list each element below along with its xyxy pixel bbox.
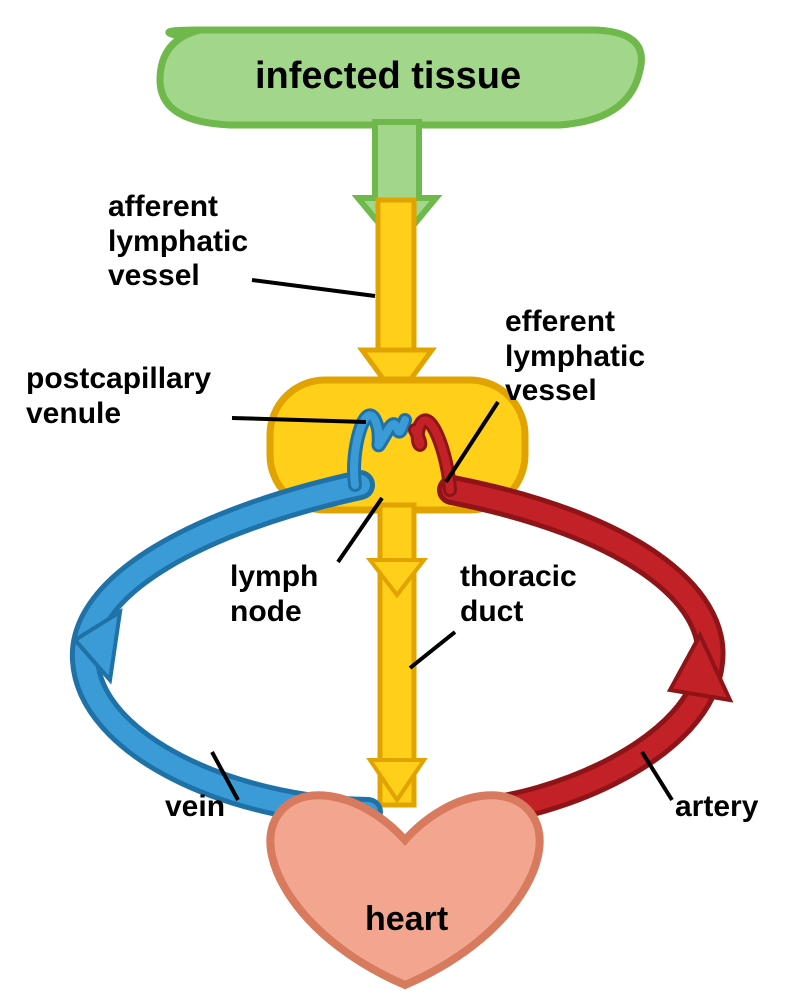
artery-label: artery	[675, 790, 758, 825]
vein-vessel	[75, 485, 368, 812]
lymph-node-label: lymph node	[230, 560, 318, 629]
efferent-label: efferent lymphatic vessel	[505, 305, 645, 409]
artery-vessel	[452, 490, 730, 812]
diagram-canvas	[0, 0, 803, 1000]
heart-label: heart	[365, 900, 448, 939]
afferent-label: afferent lymphatic vessel	[108, 190, 248, 294]
heart-shape	[270, 795, 539, 985]
postcapillary-label: postcapillary venule	[26, 362, 211, 431]
infected-tissue-label: infected tissue	[255, 55, 521, 99]
vein-label: vein	[165, 790, 225, 825]
afferent-vessel	[362, 200, 432, 398]
thoracic-duct-label: thoracic duct	[460, 560, 577, 629]
thoracic-duct-shape	[370, 505, 424, 805]
